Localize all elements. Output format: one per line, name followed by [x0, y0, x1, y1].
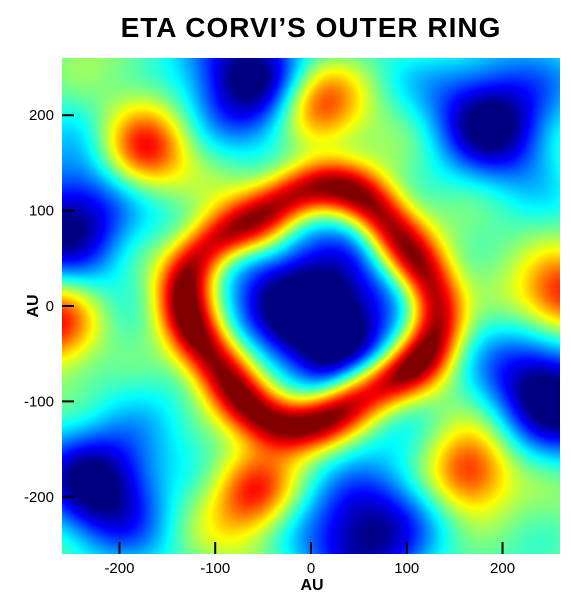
y-tick-label: 200	[29, 107, 54, 124]
x-tick-label: 0	[307, 560, 315, 577]
y-tick-label: 100	[29, 203, 54, 220]
x-tick-label: -200	[104, 560, 134, 577]
y-tick-label: 0	[46, 298, 54, 315]
x-tick-label: 100	[394, 560, 419, 577]
heatmap-plot-area	[62, 58, 560, 554]
y-axis-label: AU	[25, 294, 42, 317]
y-tick-label: -200	[24, 489, 54, 506]
x-tick-label: -100	[200, 560, 230, 577]
x-axis-ticks: -200 -100 0 100 200	[104, 542, 515, 577]
y-axis-ticks: 200 100 0 -100 -200	[24, 107, 74, 506]
chart-title: ETA CORVI’S OUTER RING	[121, 12, 502, 43]
x-axis-label: AU	[300, 577, 323, 593]
heatmap-canvas	[62, 58, 560, 554]
y-tick-label: -100	[24, 393, 54, 410]
x-tick-label: 200	[490, 560, 515, 577]
